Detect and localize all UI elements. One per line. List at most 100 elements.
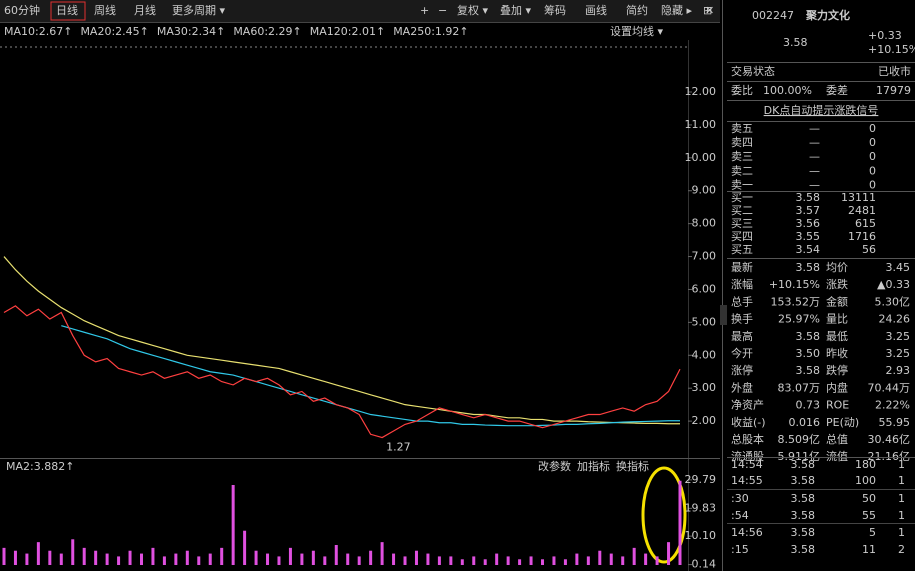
stat-label: 金额 (826, 294, 848, 308)
ma-legend: MA30:2.34↑ (157, 25, 225, 38)
book-label: 卖五 (731, 122, 753, 135)
y-tick-label: 3.00 (692, 381, 717, 394)
tick-count: 1 (898, 509, 905, 522)
stat-value: 153.52万 (771, 295, 821, 308)
stat-label: 均价 (826, 261, 848, 274)
tick-volume: 50 (862, 492, 876, 505)
period-tab[interactable]: 日线 (56, 3, 78, 17)
period-tab[interactable]: 周线 (94, 3, 116, 17)
book-volume: 2481 (848, 204, 876, 217)
stat-value: 5.30亿 (875, 295, 911, 308)
y-tick-label: 5.00 (692, 315, 717, 328)
stat-value: 24.26 (879, 313, 911, 326)
stat-value: 55.95 (879, 416, 911, 429)
stat-label: 总值 (826, 432, 848, 446)
stat-value: 0.73 (796, 399, 821, 412)
book-label: 买五 (731, 243, 753, 256)
y-tick-label: 10.10 (685, 529, 717, 542)
book-price: 3.55 (796, 230, 821, 243)
indicator-button[interactable]: 改参数 (538, 459, 571, 473)
label: 委比 (731, 84, 753, 97)
indicator-button[interactable]: 加指标 (577, 459, 610, 473)
y-tick-label: 0.14 (692, 558, 717, 571)
tick-time: 14:54 (731, 458, 763, 471)
book-label: 买二 (731, 204, 753, 217)
book-volume: 0 (869, 136, 876, 149)
book-price: — (809, 136, 820, 149)
stat-label: 流值 (826, 449, 848, 463)
book-price: — (809, 122, 820, 135)
tick-count: 1 (898, 526, 905, 539)
ma-legend: MA10:2.67↑ (4, 25, 72, 38)
stock-code: 002247 (752, 9, 794, 22)
book-price: 3.58 (796, 191, 821, 204)
stat-label: 收益(-) (731, 415, 766, 429)
y-tick-label: 6.00 (692, 282, 717, 295)
book-label: 卖一 (731, 178, 753, 191)
tick-volume: 5 (869, 526, 876, 539)
stat-value: 3.50 (796, 347, 821, 360)
tool-button[interactable]: 画线 (585, 3, 607, 17)
tool-button[interactable]: − (438, 4, 447, 17)
book-volume: 13111 (841, 191, 876, 204)
book-label: 卖三 (731, 150, 753, 163)
stat-label: 昨收 (826, 346, 848, 360)
book-label: 卖四 (731, 136, 753, 149)
book-price: 3.57 (796, 204, 821, 217)
book-price: 3.56 (796, 217, 821, 230)
tool-button[interactable]: + (420, 4, 429, 17)
settings-button[interactable]: 设置均线 ▾ (610, 24, 663, 38)
y-tick-label: 2.00 (692, 414, 717, 427)
tool-button[interactable]: 叠加 ▾ (500, 4, 531, 17)
tick-price: 3.58 (791, 509, 816, 522)
tick-price: 3.58 (791, 492, 816, 505)
tick-volume: 180 (855, 458, 876, 471)
book-label: 买四 (731, 230, 753, 243)
stock-change-pct: +10.15% (868, 43, 915, 56)
stat-value: 25.97% (778, 313, 820, 326)
label: 交易状态 (731, 64, 775, 78)
period-tab[interactable]: 60分钟 (4, 3, 40, 17)
tick-price: 3.58 (791, 474, 816, 487)
tool-button[interactable]: 筹码 (544, 3, 566, 17)
y-tick-label: 8.00 (692, 217, 717, 230)
tick-time: 14:55 (731, 474, 763, 487)
signal-link[interactable]: DK点自动提示涨跌信号 (764, 103, 879, 117)
book-label: 卖二 (731, 164, 753, 177)
tool-button[interactable]: 隐藏 ▸ (661, 4, 692, 17)
y-tick-label: 4.00 (692, 348, 717, 361)
stat-value: 2.93 (886, 364, 911, 377)
indicator-button[interactable]: 换指标 (616, 459, 649, 473)
stat-label: ROE (826, 399, 849, 412)
stat-label: PE(动) (826, 416, 859, 429)
stat-value: 3.25 (886, 347, 911, 360)
stat-value: 2.22% (875, 399, 910, 412)
y-tick-label: 12.00 (685, 85, 717, 98)
tool-button[interactable]: 简约 (626, 3, 648, 17)
book-volume: 0 (869, 164, 876, 177)
period-tab[interactable]: 月线 (134, 3, 156, 17)
tool-button[interactable]: 复权 ▾ (457, 3, 488, 17)
value: 已收市 (878, 64, 911, 78)
ma-legend: MA60:2.29↑ (233, 25, 301, 38)
y-tick-label: 19.83 (685, 501, 717, 514)
collapse-button[interactable] (720, 305, 727, 325)
tick-time: :30 (731, 492, 749, 505)
stat-label: 涨停 (731, 363, 753, 377)
low-annotation: 1.27 (386, 441, 411, 454)
tick-count: 1 (898, 458, 905, 471)
stat-value: 83.07万 (778, 381, 821, 394)
ma-legend: MA120:2.01↑ (310, 25, 385, 38)
tick-price: 3.58 (791, 526, 816, 539)
tool-button[interactable]: ⊞ (703, 4, 712, 17)
tick-count: 1 (898, 474, 905, 487)
tool-button[interactable]: ✕ (705, 4, 714, 17)
stat-label: 内盘 (826, 380, 848, 394)
price-line (61, 325, 680, 427)
stat-value: 0.016 (789, 416, 821, 429)
stat-label: 最新 (731, 260, 753, 274)
period-tab[interactable]: 更多周期 ▾ (172, 3, 225, 17)
book-volume: 56 (862, 243, 876, 256)
